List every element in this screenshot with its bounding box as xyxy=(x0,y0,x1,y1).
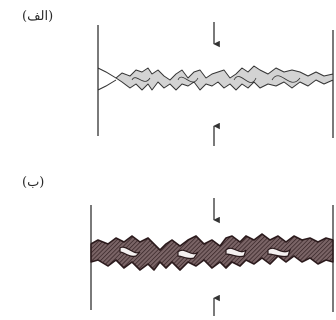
panel-b-label: (ب) xyxy=(22,175,45,190)
panel-a xyxy=(97,22,334,146)
panel-a-crack-detail xyxy=(131,75,301,83)
panel-a-lead-lines xyxy=(97,67,117,91)
panel-b-crack-outline xyxy=(90,233,334,271)
panel-b-crack-openings xyxy=(119,246,292,260)
panel-a-label: (الف) xyxy=(22,9,54,24)
panel-b xyxy=(90,198,334,316)
panel-a-crack-outline xyxy=(115,65,334,91)
